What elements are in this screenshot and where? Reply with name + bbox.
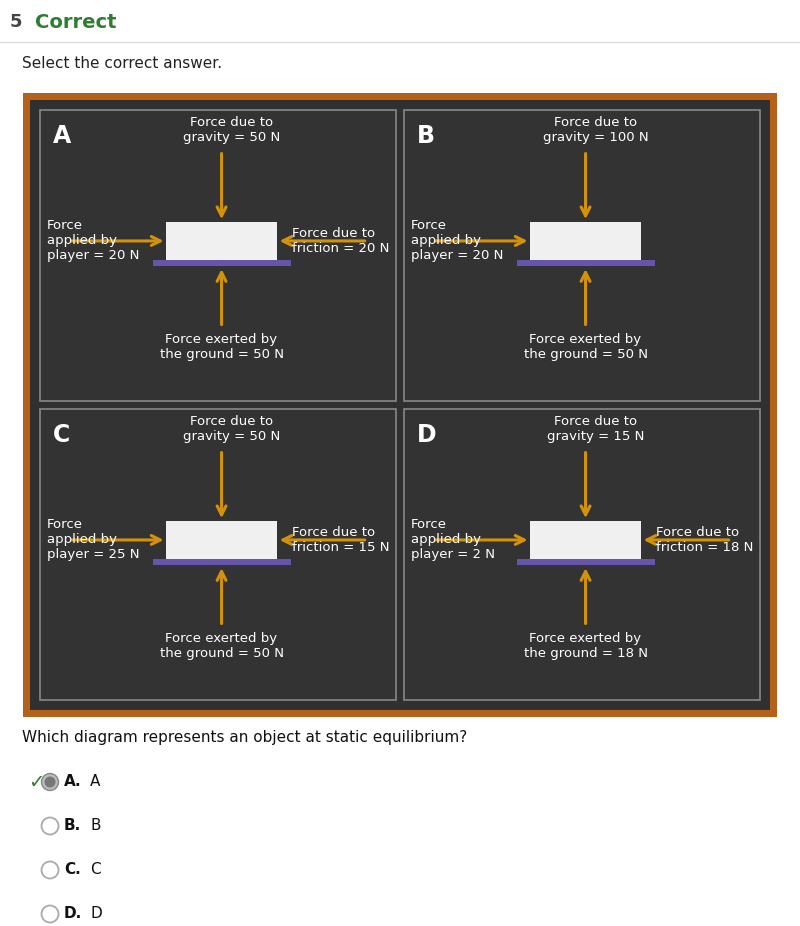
Text: D.: D. xyxy=(64,907,82,921)
Bar xyxy=(153,260,290,267)
Text: C: C xyxy=(53,423,70,447)
Text: Force exerted by
the ground = 50 N: Force exerted by the ground = 50 N xyxy=(523,333,647,361)
Text: Force due to
gravity = 15 N: Force due to gravity = 15 N xyxy=(547,415,644,443)
Circle shape xyxy=(42,906,58,922)
Text: A.: A. xyxy=(64,774,82,790)
Text: Select the correct answer.: Select the correct answer. xyxy=(22,56,222,71)
Text: Force due to
gravity = 50 N: Force due to gravity = 50 N xyxy=(183,116,280,144)
Circle shape xyxy=(42,818,58,834)
Text: C: C xyxy=(90,862,101,878)
Text: Force due to
friction = 20 N: Force due to friction = 20 N xyxy=(292,227,389,255)
Text: C.: C. xyxy=(64,862,81,878)
Text: Force
applied by
player = 2 N: Force applied by player = 2 N xyxy=(411,519,495,561)
Bar xyxy=(404,110,760,401)
Circle shape xyxy=(45,777,55,787)
Text: Force due to
friction = 15 N: Force due to friction = 15 N xyxy=(291,526,389,554)
Bar xyxy=(166,521,277,559)
Bar xyxy=(530,521,641,559)
Text: Force due to
friction = 18 N: Force due to friction = 18 N xyxy=(656,526,753,554)
Bar xyxy=(517,260,654,267)
Text: D: D xyxy=(90,907,102,921)
Text: Force
applied by
player = 20 N: Force applied by player = 20 N xyxy=(411,219,503,262)
Bar xyxy=(23,93,777,717)
Text: Force due to
gravity = 50 N: Force due to gravity = 50 N xyxy=(183,415,280,443)
Text: Force exerted by
the ground = 50 N: Force exerted by the ground = 50 N xyxy=(159,333,283,361)
Text: 5: 5 xyxy=(10,13,22,31)
Text: D: D xyxy=(417,423,437,447)
Bar xyxy=(40,409,396,700)
Text: ✓: ✓ xyxy=(28,772,44,792)
Bar xyxy=(166,222,277,260)
Text: Which diagram represents an object at static equilibrium?: Which diagram represents an object at st… xyxy=(22,730,467,745)
Text: A: A xyxy=(90,774,100,790)
Text: Force due to
gravity = 100 N: Force due to gravity = 100 N xyxy=(542,116,648,144)
Text: Force
applied by
player = 25 N: Force applied by player = 25 N xyxy=(47,519,139,561)
Bar xyxy=(530,222,641,260)
Text: Force
applied by
player = 20 N: Force applied by player = 20 N xyxy=(47,219,139,262)
Text: Force exerted by
the ground = 18 N: Force exerted by the ground = 18 N xyxy=(523,632,647,660)
Bar xyxy=(517,559,654,565)
Bar xyxy=(404,409,760,700)
Circle shape xyxy=(42,773,58,791)
Text: A: A xyxy=(53,124,71,148)
Bar xyxy=(30,100,770,710)
Bar xyxy=(153,559,290,565)
Text: Force exerted by
the ground = 50 N: Force exerted by the ground = 50 N xyxy=(159,632,283,660)
Text: B.: B. xyxy=(64,819,82,833)
Text: B: B xyxy=(90,819,101,833)
Bar xyxy=(40,110,396,401)
Text: Correct: Correct xyxy=(35,12,117,31)
Text: B: B xyxy=(417,124,435,148)
Circle shape xyxy=(42,861,58,879)
